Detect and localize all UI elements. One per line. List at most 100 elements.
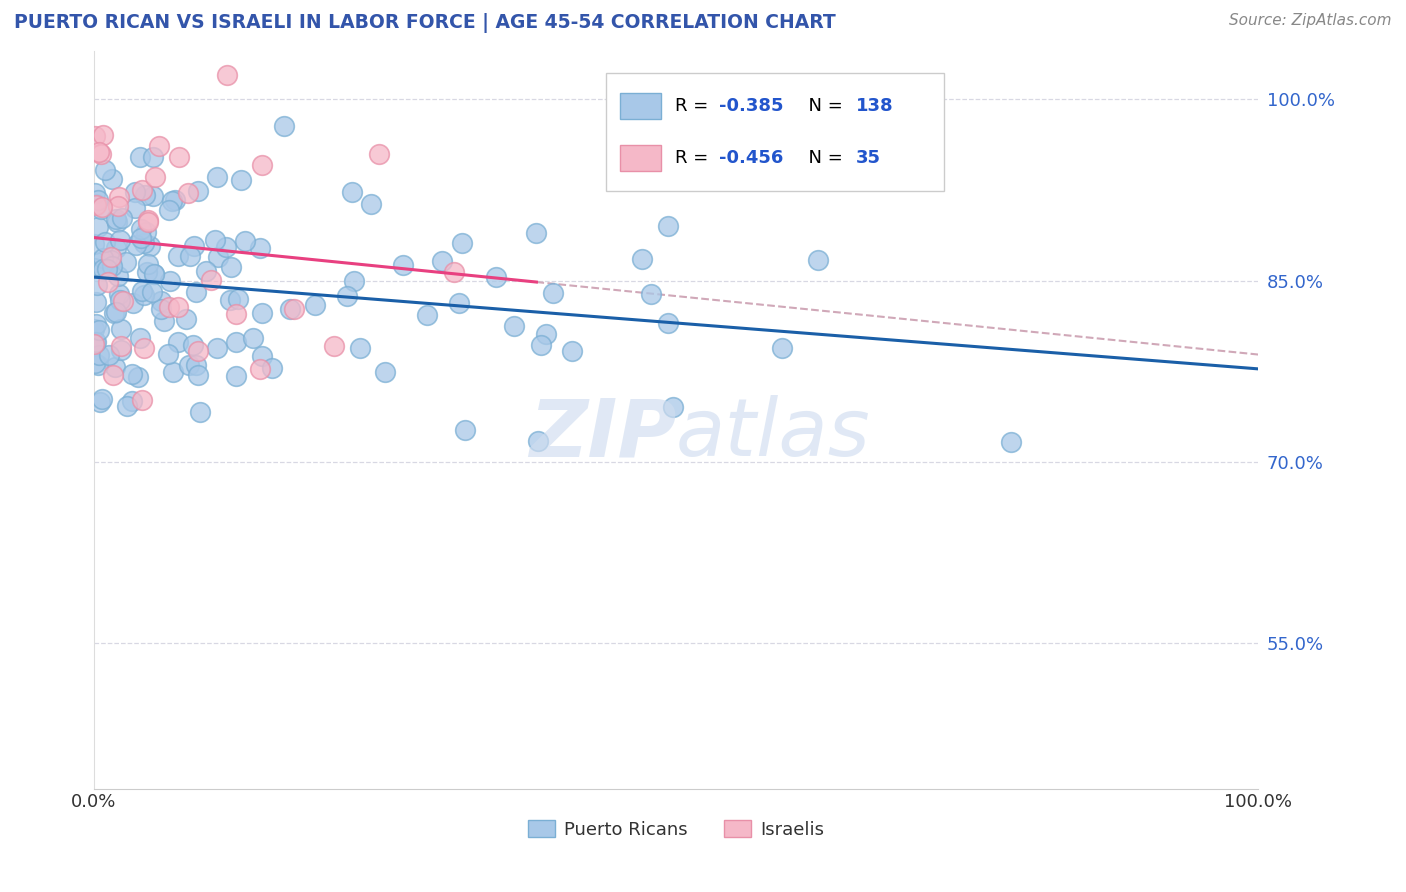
Point xyxy=(142,189,165,203)
Point xyxy=(143,267,166,281)
Point xyxy=(84,317,107,331)
Point xyxy=(131,392,153,407)
Point xyxy=(86,278,108,293)
Point xyxy=(83,237,105,252)
Point xyxy=(541,285,564,300)
Point xyxy=(162,365,184,379)
Point xyxy=(200,273,222,287)
Point xyxy=(770,341,793,355)
Point xyxy=(84,197,107,211)
Point xyxy=(250,349,273,363)
Point xyxy=(136,257,159,271)
Point xyxy=(163,193,186,207)
Point xyxy=(110,233,132,247)
Point xyxy=(91,200,114,214)
Point xyxy=(132,341,155,355)
Point xyxy=(124,201,146,215)
Point xyxy=(83,337,105,351)
Point xyxy=(134,188,156,202)
Point xyxy=(374,364,396,378)
Point xyxy=(94,163,117,178)
Point xyxy=(430,253,453,268)
Point xyxy=(187,184,209,198)
FancyBboxPatch shape xyxy=(606,73,943,191)
Point xyxy=(657,316,679,330)
Point xyxy=(160,194,183,208)
Point xyxy=(524,227,547,241)
Point xyxy=(283,301,305,316)
Point xyxy=(100,250,122,264)
Point xyxy=(105,304,128,318)
Point xyxy=(278,301,301,316)
Point xyxy=(105,212,128,227)
Point xyxy=(443,265,465,279)
Text: ZIP: ZIP xyxy=(529,395,676,474)
Point xyxy=(84,295,107,310)
Point xyxy=(111,294,134,309)
Point xyxy=(273,119,295,133)
Point xyxy=(226,292,249,306)
Point xyxy=(304,298,326,312)
Point xyxy=(115,399,138,413)
Point xyxy=(93,235,115,249)
Point xyxy=(447,296,470,310)
Point xyxy=(121,296,143,310)
Point xyxy=(242,331,264,345)
Point xyxy=(177,186,200,200)
Point xyxy=(135,265,157,279)
Point xyxy=(97,275,120,289)
Text: 35: 35 xyxy=(855,149,880,167)
Point xyxy=(90,147,112,161)
Text: PUERTO RICAN VS ISRAELI IN LABOR FORCE | AGE 45-54 CORRELATION CHART: PUERTO RICAN VS ISRAELI IN LABOR FORCE |… xyxy=(14,13,835,33)
Point xyxy=(252,158,274,172)
Point xyxy=(101,259,124,273)
Point xyxy=(205,341,228,355)
Point xyxy=(111,211,134,225)
Point xyxy=(166,335,188,350)
Point xyxy=(139,238,162,252)
Point xyxy=(134,235,156,250)
Point xyxy=(527,434,550,448)
Point xyxy=(131,183,153,197)
Point xyxy=(157,202,180,217)
Point xyxy=(143,169,166,184)
Point xyxy=(129,150,152,164)
Point xyxy=(87,358,110,372)
Point xyxy=(89,145,111,159)
Point xyxy=(360,196,382,211)
Point xyxy=(217,68,239,82)
Point xyxy=(174,312,197,326)
Point xyxy=(631,252,654,267)
Point xyxy=(143,267,166,281)
Point xyxy=(114,254,136,268)
Point xyxy=(125,238,148,252)
Point xyxy=(107,286,129,301)
Point xyxy=(129,331,152,345)
Point xyxy=(391,258,413,272)
Text: -0.385: -0.385 xyxy=(720,97,783,115)
Point xyxy=(84,356,107,370)
Point xyxy=(110,338,132,352)
Point xyxy=(127,369,149,384)
Point xyxy=(83,335,105,350)
Point xyxy=(204,233,226,247)
Point xyxy=(104,241,127,255)
Point xyxy=(110,293,132,307)
Point xyxy=(83,186,105,201)
Point xyxy=(129,231,152,245)
Text: -0.456: -0.456 xyxy=(720,149,783,167)
Point xyxy=(207,169,229,184)
Point xyxy=(83,260,105,275)
Point xyxy=(93,128,115,143)
Point xyxy=(231,173,253,187)
Point xyxy=(530,338,553,352)
Point xyxy=(103,306,125,320)
FancyBboxPatch shape xyxy=(620,93,661,119)
Point xyxy=(502,318,524,333)
Text: Source: ZipAtlas.com: Source: ZipAtlas.com xyxy=(1229,13,1392,29)
Point xyxy=(184,285,207,299)
Point xyxy=(89,348,111,362)
Point xyxy=(87,323,110,337)
Text: R =: R = xyxy=(675,97,714,115)
Point xyxy=(188,405,211,419)
